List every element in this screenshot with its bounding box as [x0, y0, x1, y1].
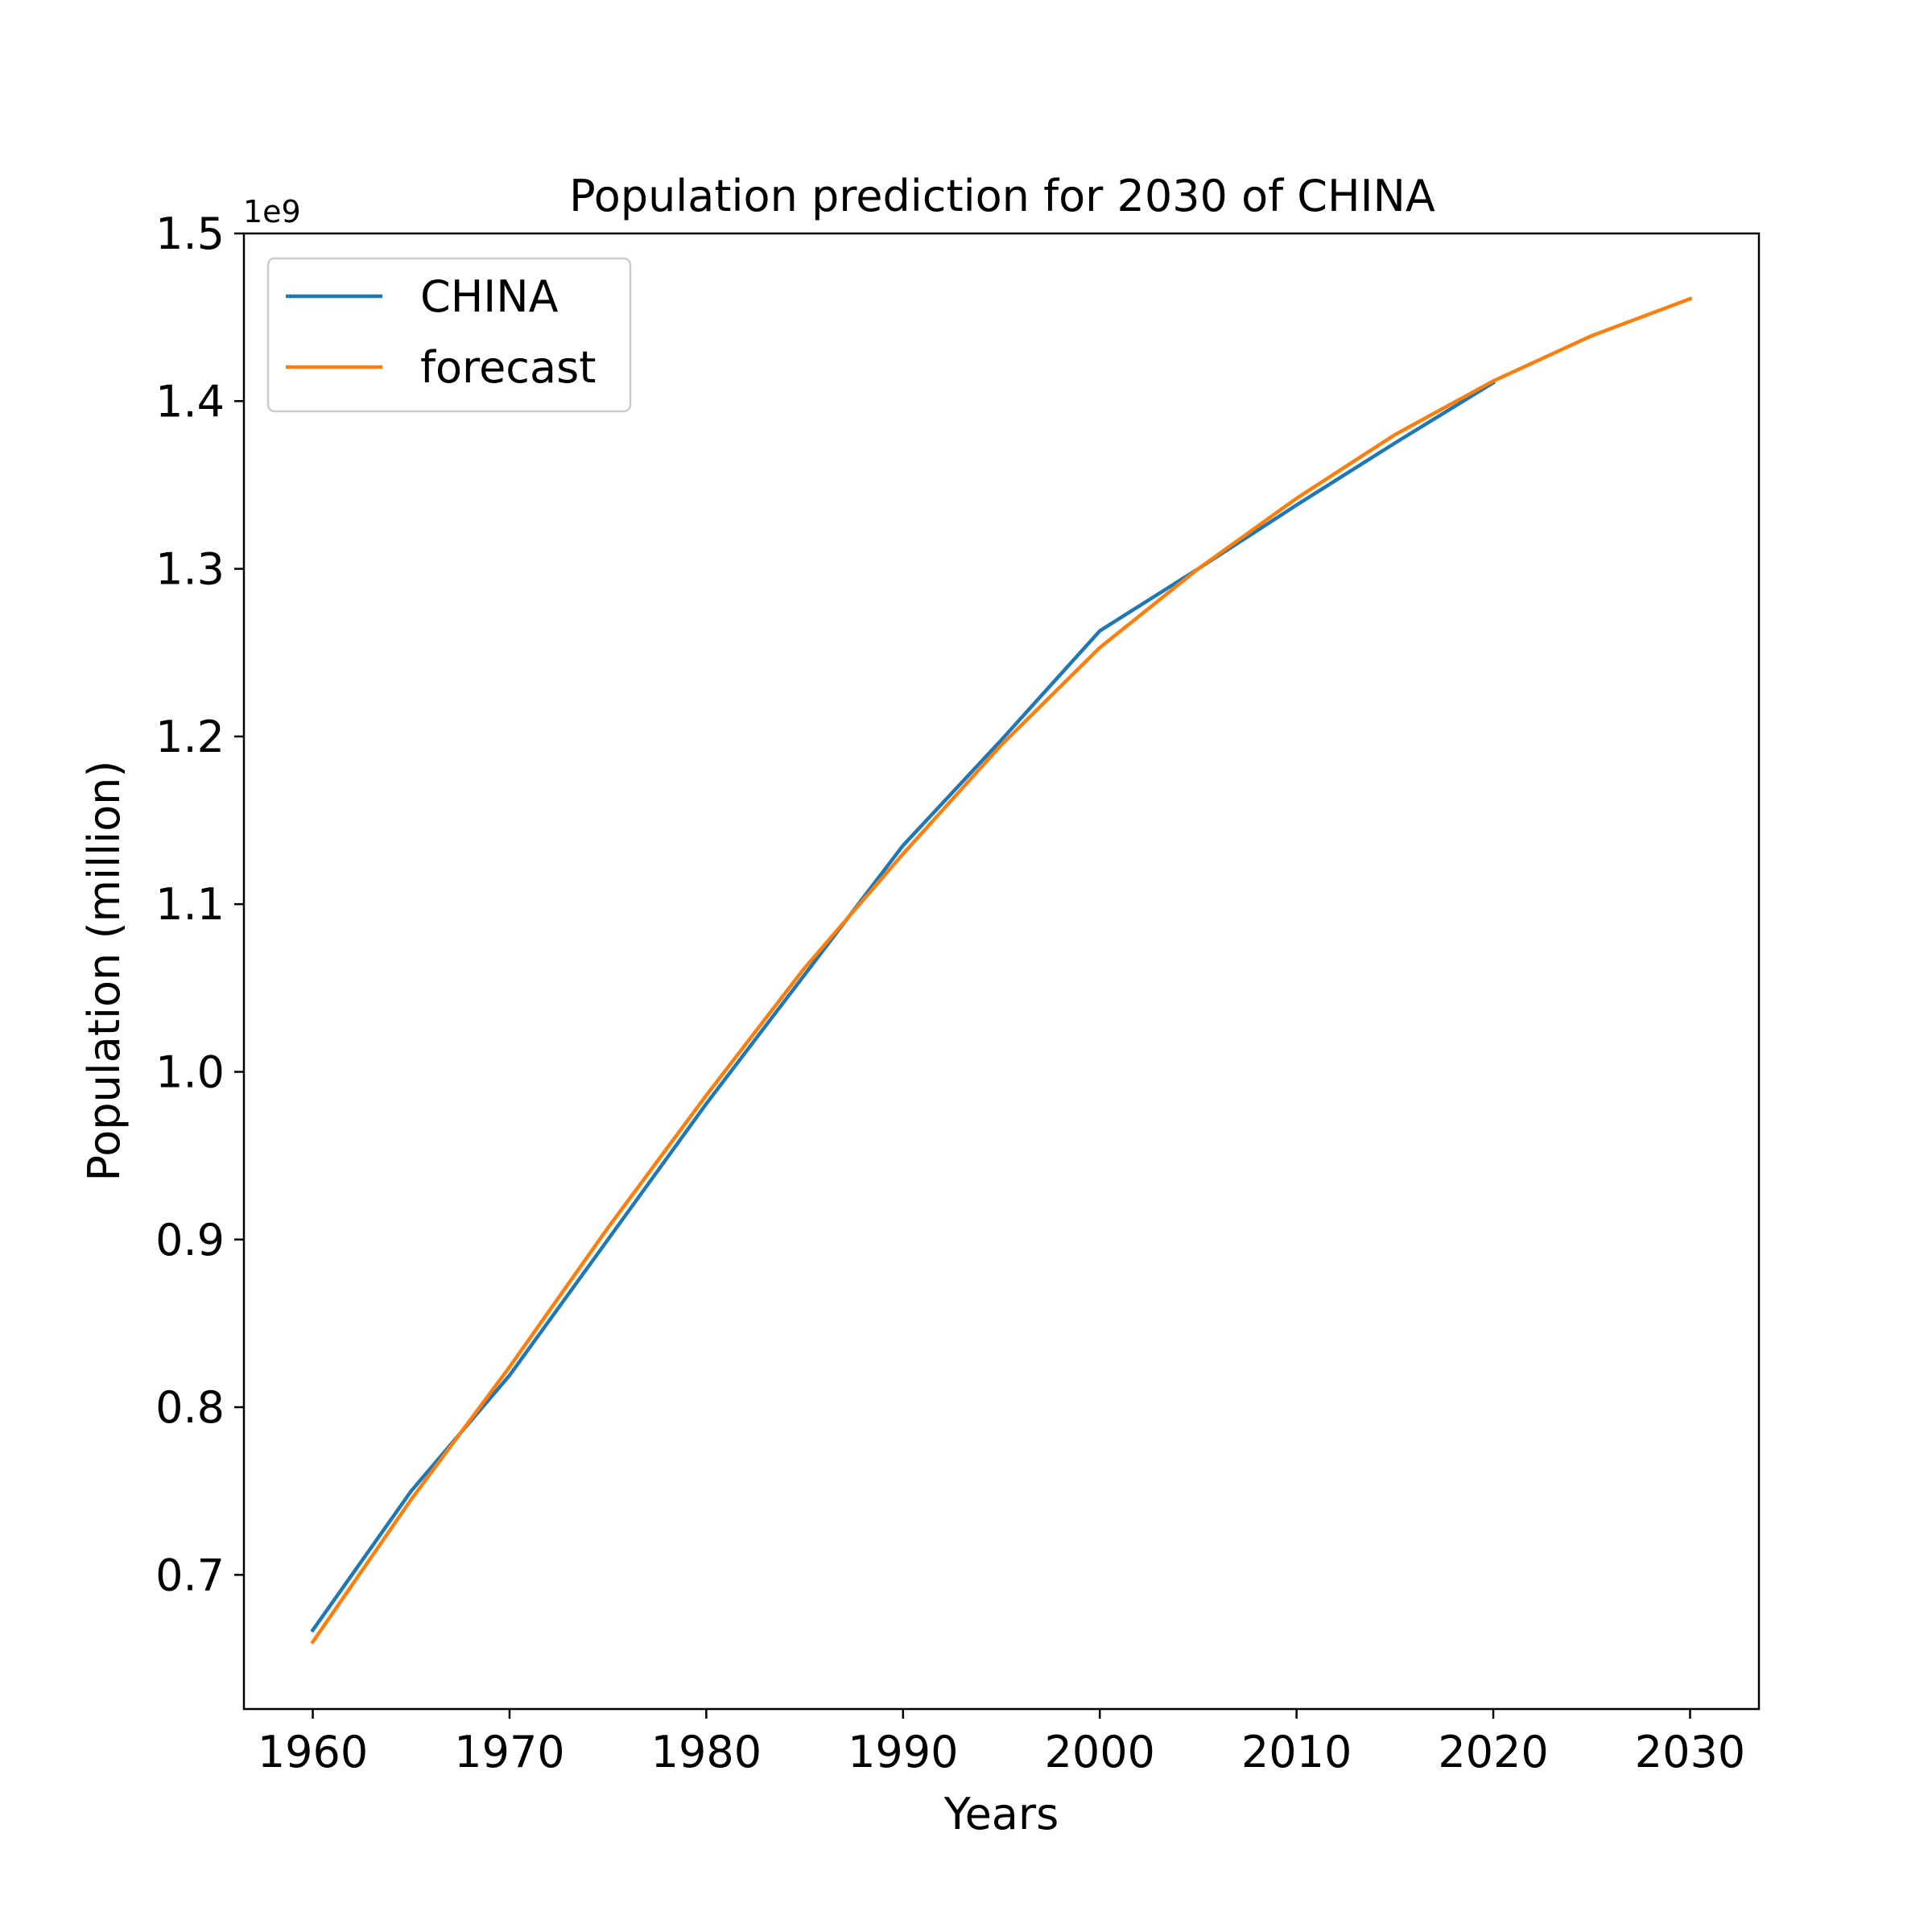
legend-label: forecast: [420, 342, 596, 393]
y-tick-label: 1.5: [155, 208, 225, 259]
series-line-forecast: [310, 296, 1693, 1645]
y-tick-label: 1.3: [155, 544, 225, 595]
x-tick-label: 2020: [1438, 1727, 1548, 1777]
x-tick-label: 1960: [258, 1727, 368, 1777]
x-axis-label: Years: [943, 1789, 1059, 1839]
y-axis-label: Population (million): [79, 761, 130, 1182]
x-tick-label: 1990: [848, 1727, 958, 1777]
y-tick-label: 0.8: [155, 1382, 225, 1433]
y-tick-label: 1.4: [155, 376, 225, 427]
legend: CHINA forecast: [266, 257, 632, 413]
y-tick-label: 1.1: [155, 879, 225, 930]
x-tick-label: 1980: [651, 1727, 762, 1777]
series-line-china: [310, 380, 1496, 1633]
y-tick-label: 1.0: [155, 1046, 225, 1097]
series-layer: [310, 296, 1693, 1645]
y-tick-label: 0.7: [155, 1550, 225, 1600]
plot-area-frame: [242, 232, 1761, 1711]
y-tick-label: 0.9: [155, 1215, 225, 1265]
x-tick-label: 1970: [454, 1727, 564, 1777]
x-tick-label: 2030: [1635, 1727, 1745, 1777]
x-tick-label: 2000: [1044, 1727, 1154, 1777]
y-axis-offset-label: 1e9: [243, 194, 301, 229]
legend-label: CHINA: [420, 271, 559, 322]
x-axis-ticks: 1960 1970 1980 1990 2000 2010 2020 2030: [258, 1709, 1745, 1777]
y-tick-label: 1.2: [155, 712, 225, 762]
y-axis-ticks: 0.7 0.8 0.9 1.0 1.1 1.2 1.3 1.4 1.5: [155, 208, 244, 1600]
x-tick-label: 2010: [1241, 1727, 1352, 1777]
chart-title: Population prediction for 2030 of CHINA: [569, 171, 1435, 221]
